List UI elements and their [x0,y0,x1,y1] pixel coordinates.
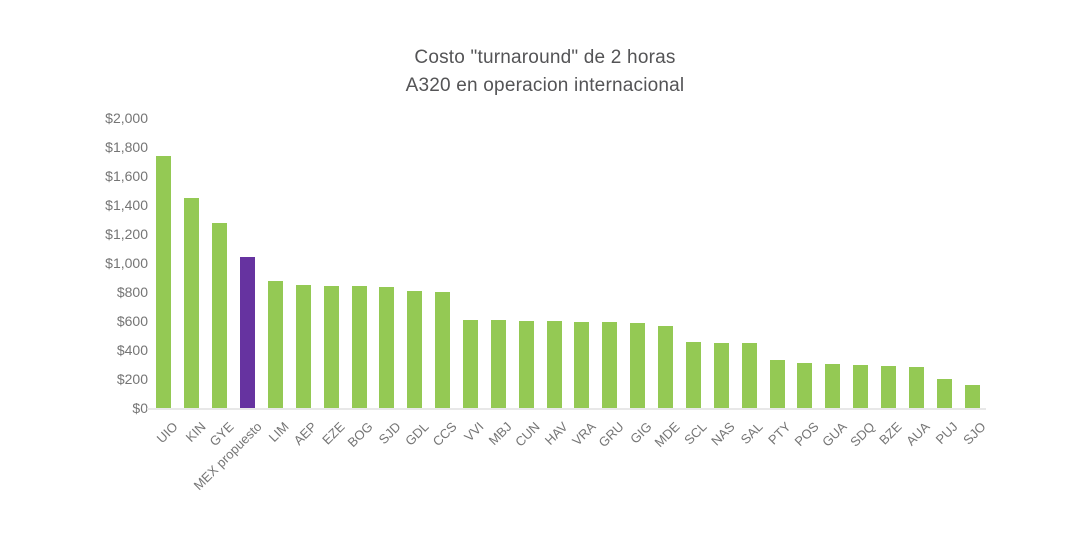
bar [602,322,618,408]
y-tick-label: $600 [116,313,148,329]
x-tick-label: CCS [429,419,460,450]
bar [546,321,562,408]
chart-title: Costo "turnaround" de 2 horas A320 en op… [0,44,1080,100]
x-tick-label: CUN [512,419,543,450]
bar [630,323,646,408]
x-tick-label: EZE [319,419,348,448]
bar [769,360,785,408]
bar [435,292,451,408]
bar [964,384,980,408]
y-tick-label: $1,400 [105,197,148,213]
chart-title-line-2: A320 en operacion internacional [405,75,685,96]
x-tick-label: AEP [290,419,320,449]
bar [936,379,952,408]
bar [407,291,423,408]
bar [323,285,339,408]
bar [490,320,506,408]
bar [379,287,395,408]
y-tick-label: $1,200 [105,226,148,242]
bar [462,319,478,408]
bar [880,365,896,408]
bar [267,281,283,408]
bar-highlighted [240,257,256,408]
x-tick-label: GRU [595,419,627,451]
x-tick-label: PTY [765,419,794,448]
bar [156,155,172,408]
bar [741,343,757,408]
x-tick-label: NAS [708,419,738,449]
y-tick-label: $2,000 [105,110,148,126]
bar [295,285,311,408]
y-tick-label: $0 [132,400,148,416]
bar [825,363,841,408]
x-tick-label: MBJ [485,419,515,448]
bar [685,341,701,408]
y-tick-label: $1,600 [105,168,148,184]
bar [518,320,534,408]
x-tick-label: PUJ [932,419,961,447]
y-tick-label: $1,000 [105,255,148,271]
x-tick-label: POS [791,419,822,450]
x-tick-label: AUA [903,419,933,449]
x-tick-label: SDQ [846,419,878,450]
y-tick-label: $1,800 [105,139,148,155]
x-tick-label: SJD [375,419,404,447]
bar [797,363,813,408]
x-tick-label: LIM [266,419,292,445]
x-tick-label: GUA [818,419,850,450]
x-tick-label: VVI [461,419,488,445]
y-tick-label: $400 [116,342,148,358]
y-tick-label: $800 [116,284,148,300]
bar [351,286,367,408]
bar [853,365,869,408]
x-axis-line [147,408,986,410]
x-tick-label: SJO [960,419,989,448]
bar [713,342,729,408]
bar [908,367,924,408]
x-tick-label: HAV [541,419,571,448]
x-tick-label: BOG [344,419,376,451]
chart-title-line-1: Costo "turnaround" de 2 horas [414,47,676,68]
x-tick-label: SAL [737,419,766,447]
bar [574,321,590,408]
x-tick-label: SCL [681,419,710,448]
x-tick-label: UIO [153,419,181,446]
x-tick-label: GDL [401,419,432,449]
y-tick-label: $200 [116,371,148,387]
bar [658,325,674,408]
x-tick-label: VRA [569,419,599,449]
x-tick-label: BZE [876,419,906,448]
x-tick-label: MDE [651,419,683,451]
x-tick-label: GIG [626,419,655,447]
bar [184,197,200,408]
bar [212,223,228,408]
x-tick-label: KIN [182,419,209,445]
